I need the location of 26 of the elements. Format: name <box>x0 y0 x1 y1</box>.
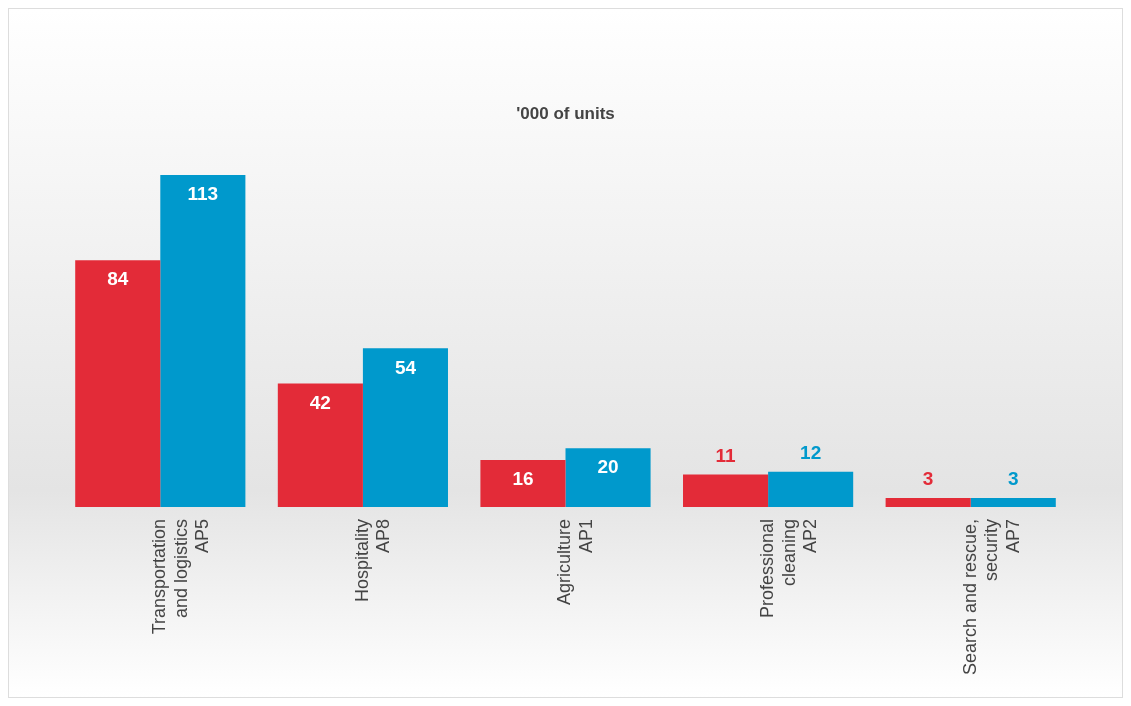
x-tick-label: Professional cleaning AP2 <box>757 518 821 618</box>
data-label: 84 <box>107 268 129 290</box>
bar <box>768 471 854 507</box>
data-label: 12 <box>800 441 822 463</box>
data-label: 16 <box>512 468 534 490</box>
bar <box>970 498 1056 507</box>
data-label: 42 <box>309 391 331 413</box>
data-label: 54 <box>394 356 417 378</box>
bar <box>160 174 246 507</box>
data-label: 113 <box>187 183 219 205</box>
bar <box>885 498 971 507</box>
bar <box>565 448 651 507</box>
bar <box>362 348 448 507</box>
chart-title: '000 of units <box>516 103 615 123</box>
x-tick-label: Search and rescue, security AP7 <box>959 518 1023 675</box>
bar <box>480 459 566 507</box>
x-tick-label: Hospitality AP8 <box>351 518 394 602</box>
x-tick-label: Agriculture AP1 <box>554 518 597 605</box>
data-label: 3 <box>922 468 934 490</box>
data-label: 11 <box>715 444 737 466</box>
bar <box>277 383 363 507</box>
data-label: 20 <box>597 456 619 478</box>
bar <box>75 260 161 507</box>
x-tick-label: Transportation and logistics AP5 <box>149 518 213 635</box>
bar <box>683 474 769 507</box>
data-label: 3 <box>1007 468 1019 490</box>
